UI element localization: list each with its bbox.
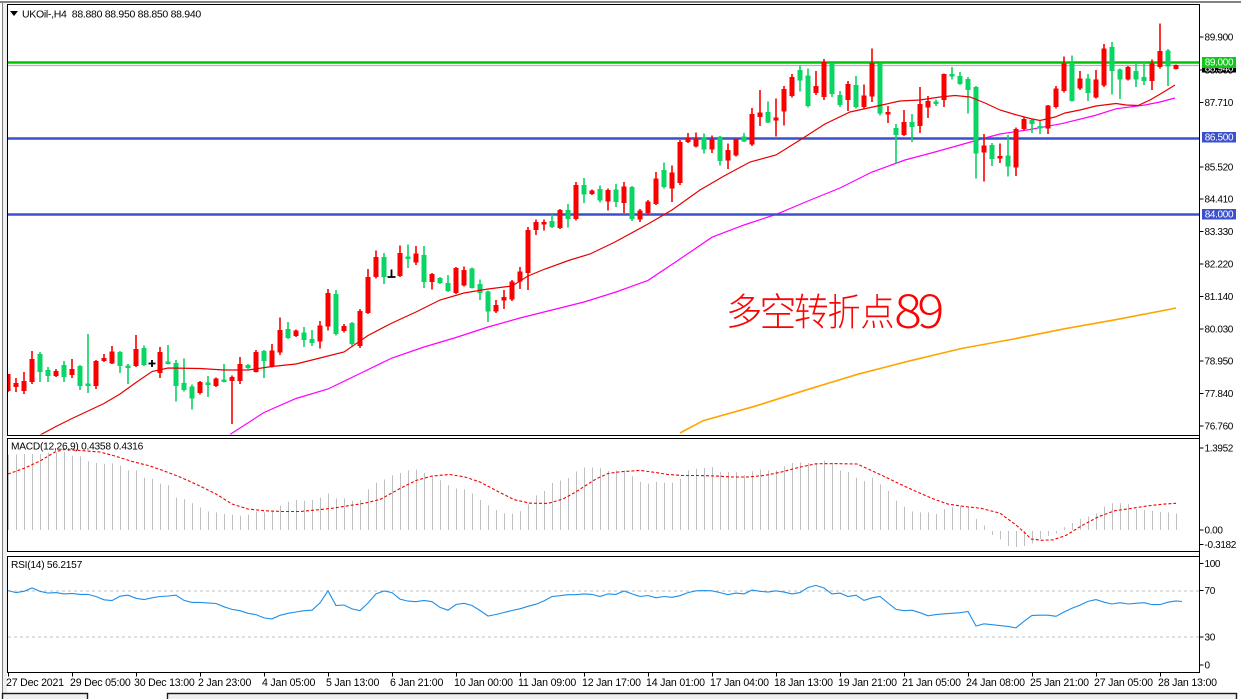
svg-text:89.000: 89.000 <box>1205 58 1234 69</box>
svg-text:27 Dec 2021: 27 Dec 2021 <box>6 677 64 689</box>
svg-text:76.760: 76.760 <box>1205 422 1234 433</box>
svg-text:19 Jan 21:00: 19 Jan 21:00 <box>838 677 897 689</box>
svg-text:-0.3182: -0.3182 <box>1205 540 1237 551</box>
svg-text:77.840: 77.840 <box>1205 389 1234 400</box>
svg-text:85.520: 85.520 <box>1205 163 1234 174</box>
svg-text:4 Jan 05:00: 4 Jan 05:00 <box>262 677 315 689</box>
svg-text:0.00: 0.00 <box>1205 526 1224 537</box>
svg-text:86.500: 86.500 <box>1205 132 1234 143</box>
svg-text:30: 30 <box>1205 633 1216 644</box>
svg-text:UKOil-,H4 88.880 88.950 88.85: UKOil-,H4 88.880 88.950 88.850 88.940 <box>22 9 201 21</box>
svg-text:89.900: 89.900 <box>1205 33 1234 44</box>
svg-text:70: 70 <box>1205 586 1216 597</box>
svg-text:17 Jan 04:00: 17 Jan 04:00 <box>710 677 769 689</box>
svg-text:5 Jan 13:00: 5 Jan 13:00 <box>326 677 379 689</box>
svg-text:27 Jan 05:00: 27 Jan 05:00 <box>1094 677 1153 689</box>
svg-text:RSI(14) 56.2157: RSI(14) 56.2157 <box>11 560 83 571</box>
svg-text:2 Jan 23:00: 2 Jan 23:00 <box>198 677 251 689</box>
svg-text:MACD(12,26,9) 0.4358 0.4316: MACD(12,26,9) 0.4358 0.4316 <box>11 442 144 453</box>
svg-text:29 Dec 05:00: 29 Dec 05:00 <box>70 677 131 689</box>
svg-text:24 Jan 08:00: 24 Jan 08:00 <box>966 677 1025 689</box>
svg-text:28 Jan 13:00: 28 Jan 13:00 <box>1158 677 1217 689</box>
svg-text:87.710: 87.710 <box>1205 98 1234 109</box>
svg-text:80.030: 80.030 <box>1205 325 1234 336</box>
svg-text:25 Jan 21:00: 25 Jan 21:00 <box>1030 677 1089 689</box>
svg-text:78.950: 78.950 <box>1205 357 1234 368</box>
svg-text:6 Jan 21:00: 6 Jan 21:00 <box>390 677 443 689</box>
svg-text:30 Dec 13:00: 30 Dec 13:00 <box>134 677 195 689</box>
svg-text:0: 0 <box>1205 661 1211 672</box>
svg-text:10 Jan 00:00: 10 Jan 00:00 <box>454 677 513 689</box>
svg-text:21 Jan 05:00: 21 Jan 05:00 <box>902 677 961 689</box>
svg-text:100: 100 <box>1205 559 1221 570</box>
svg-text:81.140: 81.140 <box>1205 292 1234 303</box>
svg-text:84.000: 84.000 <box>1205 209 1234 220</box>
svg-text:18 Jan 13:00: 18 Jan 13:00 <box>774 677 833 689</box>
svg-text:1.3952: 1.3952 <box>1205 444 1234 455</box>
svg-text:82.220: 82.220 <box>1205 260 1234 271</box>
svg-text:83.330: 83.330 <box>1205 227 1234 238</box>
svg-text:11 Jan 09:00: 11 Jan 09:00 <box>518 677 576 689</box>
svg-text:12 Jan 17:00: 12 Jan 17:00 <box>582 677 641 689</box>
svg-text:84.410: 84.410 <box>1205 195 1234 206</box>
svg-text:14 Jan 01:00: 14 Jan 01:00 <box>646 677 705 689</box>
svg-text:88.940: 88.940 <box>1205 64 1234 75</box>
